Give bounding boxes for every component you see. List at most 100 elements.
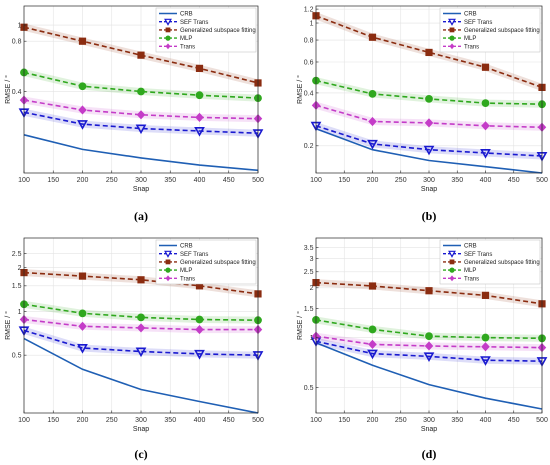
legend-item-sef-trans: SEF Trans bbox=[159, 250, 208, 258]
chart-panel-1: 100 150 200 250 300 350 400 450 500 0.4 0.8 1 Snap RM… bbox=[4, 5, 264, 223]
x-tick-label: 400 bbox=[480, 177, 492, 184]
series-line-mlp bbox=[23, 71, 259, 99]
panel-label: (d) bbox=[422, 447, 437, 461]
y-tick-label: 3.5 bbox=[304, 245, 314, 252]
data-point-mlp bbox=[195, 315, 204, 324]
y-tick-label: 0.5 bbox=[12, 353, 22, 360]
x-tick-label: 450 bbox=[508, 177, 520, 184]
data-point-sef-trans bbox=[480, 148, 491, 159]
data-point-mlp bbox=[78, 309, 87, 318]
data-point-generalized-subspace-fitting bbox=[425, 48, 433, 57]
x-tick-label: 100 bbox=[310, 417, 322, 424]
legend-marker bbox=[449, 259, 455, 265]
data-point-generalized-subspace-fitting bbox=[195, 64, 204, 72]
legend-item-crb: CRB bbox=[443, 12, 477, 18]
data-point-mlp bbox=[368, 89, 377, 98]
x-tick-label: 500 bbox=[252, 417, 264, 424]
series-line-sef-trans bbox=[23, 329, 259, 356]
legend-label: Trans bbox=[464, 44, 479, 50]
legend-marker bbox=[165, 43, 171, 50]
legend-marker bbox=[165, 275, 171, 282]
y-tick-label: 1.5 bbox=[12, 283, 22, 290]
legend-item-trans: Trans bbox=[159, 275, 195, 282]
series-line-trans bbox=[23, 99, 259, 120]
legend-marker bbox=[164, 250, 172, 258]
y-tick-label: 1 bbox=[18, 309, 22, 316]
legend-label: SEF Trans bbox=[180, 20, 208, 26]
legend-item-generalized-subspace-fitting: Generalized subspace fitting bbox=[159, 27, 256, 34]
chart-panel-3: 100 150 200 250 300 350 400 450 500 0.5 1 1.5 2 2.5 Sn… bbox=[4, 237, 264, 461]
legend-label: Trans bbox=[180, 276, 195, 282]
data-point-trans bbox=[136, 323, 146, 333]
data-point-trans bbox=[424, 118, 434, 128]
legend-item-mlp: MLP bbox=[443, 267, 476, 274]
data-point-sef-trans bbox=[423, 145, 435, 156]
series-line-crb bbox=[315, 128, 543, 174]
data-point-generalized-subspace-fitting bbox=[368, 282, 377, 290]
data-point-trans bbox=[78, 321, 87, 331]
legend-label: SEF Trans bbox=[464, 20, 492, 26]
legend-item-crb: CRB bbox=[443, 244, 477, 250]
x-tick-label: 250 bbox=[395, 417, 407, 424]
legend-marker bbox=[165, 27, 171, 33]
series-line-generalized-subspace-fitting bbox=[315, 15, 543, 89]
legend-label: Trans bbox=[180, 44, 195, 50]
x-tick-label: 200 bbox=[367, 177, 379, 184]
x-tick-label: 500 bbox=[252, 177, 264, 184]
y-tick-label: 2.5 bbox=[304, 269, 314, 276]
y-tick-label: 1.2 bbox=[304, 7, 314, 14]
x-tick-label: 100 bbox=[18, 177, 30, 184]
legend-label: CRB bbox=[180, 244, 193, 250]
data-point-mlp bbox=[137, 87, 145, 96]
y-tick-label: 1 bbox=[310, 335, 314, 342]
data-point-trans bbox=[368, 116, 377, 127]
legend-item-sef-trans: SEF Trans bbox=[159, 18, 208, 26]
legend: CRB SEF Trans Generalized subspace fitting… bbox=[439, 239, 541, 285]
x-tick-label: 250 bbox=[106, 177, 118, 184]
data-point-trans bbox=[424, 341, 434, 351]
legend-item-crb: CRB bbox=[159, 244, 193, 250]
data-point-trans bbox=[195, 112, 204, 122]
x-tick-label: 400 bbox=[480, 417, 492, 424]
series-line-trans bbox=[23, 318, 258, 331]
y-tick-label: 0.8 bbox=[12, 39, 22, 46]
y-tick-label: 0.4 bbox=[12, 89, 22, 96]
data-point-sef-trans bbox=[194, 126, 205, 137]
legend: CRB SEF Trans Generalized subspace fitting… bbox=[155, 7, 257, 53]
data-point-generalized-subspace-fitting bbox=[78, 37, 87, 45]
data-point-mlp bbox=[481, 99, 490, 108]
legend-marker bbox=[448, 18, 456, 26]
series-line-crb bbox=[23, 337, 259, 414]
y-tick-label: 1.5 bbox=[304, 306, 314, 313]
series-line-sef-trans bbox=[315, 340, 543, 362]
chart-panel-4: 100 150 200 250 300 350 400 450 500 0.5 1 1.5 2 2.5 3 3… bbox=[296, 237, 548, 461]
x-axis-label: Snap bbox=[133, 186, 149, 193]
legend-item-generalized-subspace-fitting: Generalized subspace fitting bbox=[159, 259, 256, 266]
data-point-mlp bbox=[195, 91, 204, 100]
data-point-trans bbox=[195, 324, 204, 335]
data-point-generalized-subspace-fitting bbox=[78, 272, 87, 280]
y-axis-label: RMSE / ° bbox=[4, 311, 12, 340]
data-point-generalized-subspace-fitting bbox=[481, 63, 490, 71]
x-tick-label: 250 bbox=[106, 417, 118, 424]
y-axis-label: RMSE / ° bbox=[4, 75, 12, 104]
data-point-mlp bbox=[481, 333, 490, 342]
legend: CRB SEF Trans Generalized subspace fitting… bbox=[439, 7, 541, 53]
x-tick-label: 150 bbox=[47, 417, 59, 424]
y-tick-label: 2.5 bbox=[12, 251, 22, 258]
legend-label: Generalized subspace fitting bbox=[180, 28, 256, 34]
x-tick-label: 450 bbox=[223, 177, 235, 184]
data-point-generalized-subspace-fitting bbox=[137, 51, 145, 59]
legend: CRB SEF Trans Generalized subspace fitting… bbox=[155, 239, 257, 285]
x-tick-label: 300 bbox=[423, 417, 435, 424]
x-tick-label: 200 bbox=[77, 177, 89, 184]
x-axis-label: Snap bbox=[133, 426, 149, 433]
x-tick-label: 350 bbox=[164, 417, 176, 424]
legend-marker bbox=[449, 27, 455, 33]
legend-box bbox=[439, 7, 541, 53]
legend-item-sef-trans: SEF Trans bbox=[443, 18, 492, 26]
legend-label: Generalized subspace fitting bbox=[464, 260, 540, 266]
legend-label: CRB bbox=[464, 12, 477, 18]
data-point-sef-trans bbox=[367, 139, 378, 150]
